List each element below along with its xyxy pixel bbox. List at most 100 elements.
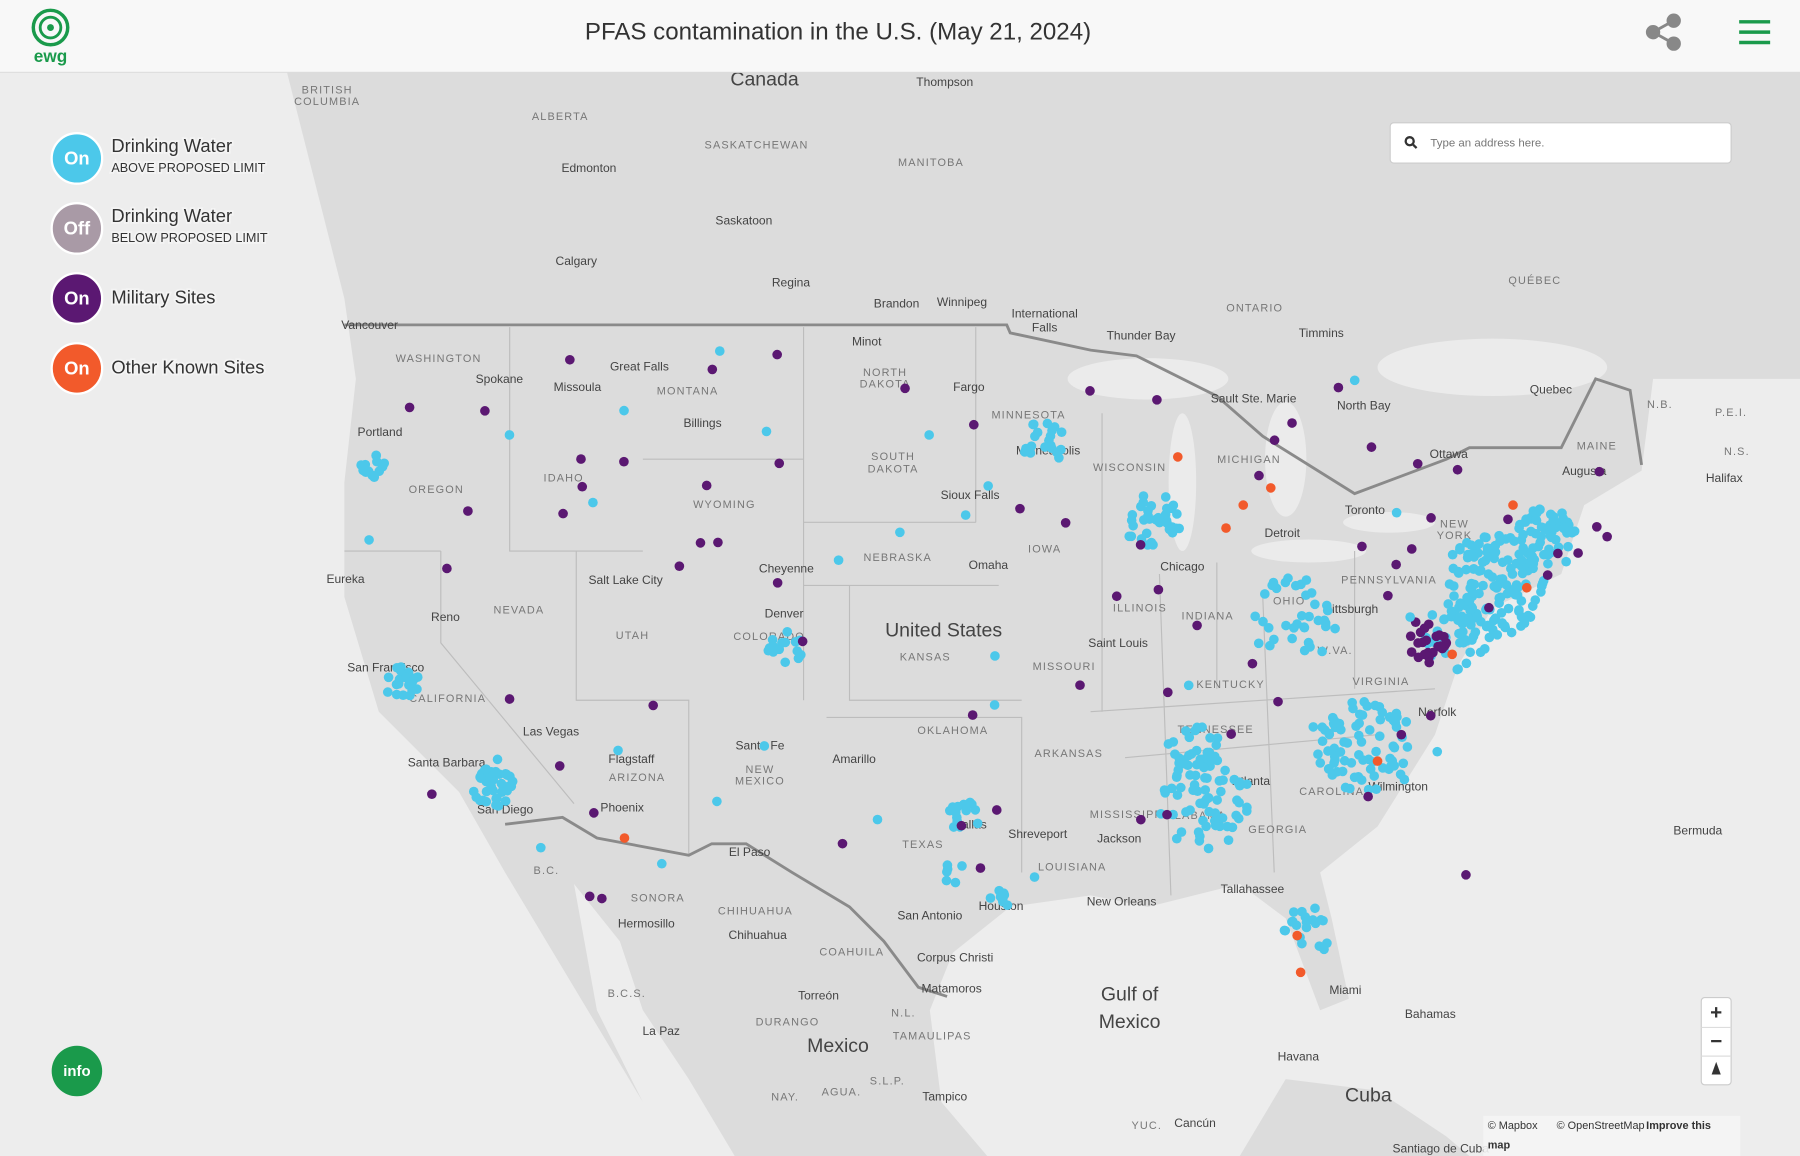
site-marker[interactable] <box>1399 774 1410 785</box>
site-marker[interactable] <box>1396 729 1407 740</box>
site-marker[interactable] <box>1019 447 1030 457</box>
site-marker[interactable] <box>1160 492 1171 502</box>
site-marker[interactable] <box>1162 687 1173 698</box>
site-marker[interactable] <box>1460 614 1471 625</box>
site-marker[interactable] <box>1290 580 1301 591</box>
site-marker[interactable] <box>1250 611 1261 622</box>
site-marker[interactable] <box>1478 580 1488 591</box>
site-marker[interactable] <box>1287 418 1297 428</box>
site-marker[interactable] <box>1563 541 1573 552</box>
site-marker[interactable] <box>584 891 595 902</box>
site-marker[interactable] <box>960 510 971 520</box>
site-marker[interactable] <box>1313 749 1323 760</box>
site-marker[interactable] <box>1317 736 1328 747</box>
site-marker[interactable] <box>1510 589 1521 600</box>
menu-button[interactable] <box>1739 20 1771 45</box>
site-marker[interactable] <box>1168 737 1179 747</box>
attribution[interactable]: © Mapbox <box>1488 1120 1538 1132</box>
site-marker[interactable] <box>1357 541 1367 552</box>
site-marker[interactable] <box>1269 435 1280 446</box>
site-marker[interactable] <box>837 838 848 849</box>
site-marker[interactable] <box>772 578 783 588</box>
site-marker[interactable] <box>1453 568 1464 578</box>
site-marker[interactable] <box>1267 580 1277 591</box>
site-marker[interactable] <box>1359 697 1370 707</box>
site-marker[interactable] <box>1375 714 1386 725</box>
legend-toggle[interactable] <box>50 202 104 255</box>
site-marker[interactable] <box>714 346 725 356</box>
site-marker[interactable] <box>619 833 630 843</box>
site-marker[interactable] <box>1602 531 1612 542</box>
site-marker[interactable] <box>895 527 905 538</box>
site-marker[interactable] <box>1138 497 1149 508</box>
site-marker[interactable] <box>1469 579 1480 590</box>
site-marker[interactable] <box>1049 422 1060 432</box>
site-marker[interactable] <box>442 563 452 574</box>
site-marker[interactable] <box>1292 930 1303 941</box>
site-marker[interactable] <box>1461 564 1471 575</box>
site-marker[interactable] <box>1299 622 1309 632</box>
site-marker[interactable] <box>1356 737 1367 747</box>
attribution[interactable]: map <box>1488 1140 1511 1152</box>
site-marker[interactable] <box>1477 557 1488 567</box>
site-marker[interactable] <box>1425 710 1436 721</box>
site-marker[interactable] <box>1193 827 1204 837</box>
site-marker[interactable] <box>1263 623 1274 633</box>
site-marker[interactable] <box>1146 537 1157 548</box>
site-marker[interactable] <box>1197 722 1207 733</box>
site-marker[interactable] <box>1553 548 1563 559</box>
site-marker[interactable] <box>1536 587 1546 597</box>
compass[interactable] <box>1711 1061 1721 1075</box>
site-marker[interactable] <box>535 842 546 853</box>
site-marker[interactable] <box>1525 612 1536 622</box>
site-marker[interactable] <box>1517 568 1528 579</box>
site-marker[interactable] <box>793 653 804 664</box>
site-marker[interactable] <box>1176 827 1187 837</box>
site-marker[interactable] <box>1536 522 1547 532</box>
site-marker[interactable] <box>780 657 791 668</box>
site-marker[interactable] <box>1254 470 1264 481</box>
site-marker[interactable] <box>991 805 1002 815</box>
site-marker[interactable] <box>1372 756 1383 766</box>
site-marker[interactable] <box>774 458 785 469</box>
site-marker[interactable] <box>1548 523 1558 534</box>
site-marker[interactable] <box>1387 756 1398 766</box>
site-marker[interactable] <box>956 820 967 831</box>
site-marker[interactable] <box>1199 797 1210 807</box>
site-marker[interactable] <box>1530 528 1541 539</box>
site-marker[interactable] <box>1296 610 1307 621</box>
site-marker[interactable] <box>382 687 393 697</box>
site-marker[interactable] <box>1369 771 1380 781</box>
site-marker[interactable] <box>1194 836 1205 846</box>
site-marker[interactable] <box>1452 464 1463 475</box>
site-marker[interactable] <box>1238 500 1249 510</box>
site-marker[interactable] <box>1505 533 1516 543</box>
site-marker[interactable] <box>1497 619 1508 630</box>
site-marker[interactable] <box>1330 623 1340 634</box>
site-marker[interactable] <box>1322 938 1332 948</box>
site-marker[interactable] <box>1374 731 1385 742</box>
attribution[interactable]: Improve this <box>1646 1120 1711 1132</box>
site-marker[interactable] <box>1389 742 1400 753</box>
site-marker[interactable] <box>1015 503 1025 514</box>
site-marker[interactable] <box>1424 657 1435 668</box>
site-marker[interactable] <box>577 481 588 492</box>
site-marker[interactable] <box>619 405 629 416</box>
site-marker[interactable] <box>1221 523 1231 533</box>
site-marker[interactable] <box>1427 610 1438 620</box>
site-marker[interactable] <box>1495 536 1505 546</box>
site-marker[interactable] <box>1146 500 1157 511</box>
site-marker[interactable] <box>1483 620 1493 631</box>
site-marker[interactable] <box>1452 664 1463 675</box>
site-marker[interactable] <box>502 770 512 780</box>
site-marker[interactable] <box>1371 784 1382 795</box>
site-marker[interactable] <box>790 637 801 647</box>
site-marker[interactable] <box>1406 647 1417 657</box>
site-marker[interactable] <box>967 710 978 720</box>
site-marker[interactable] <box>1192 620 1202 631</box>
site-marker[interactable] <box>995 892 1006 902</box>
site-marker[interactable] <box>1210 820 1221 831</box>
site-marker[interactable] <box>1484 602 1494 613</box>
site-marker[interactable] <box>492 754 503 765</box>
site-marker[interactable] <box>1502 588 1513 599</box>
